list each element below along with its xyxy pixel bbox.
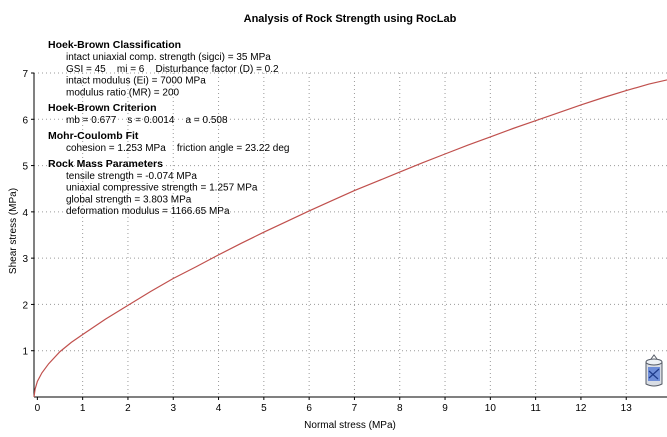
x-tick-label: 13: [621, 403, 633, 414]
annotation-line: mb = 0.677 s = 0.0014 a = 0.508: [66, 115, 228, 126]
x-tick-label: 6: [306, 403, 312, 414]
rock-sample-icon[interactable]: [645, 354, 663, 387]
x-tick-label: 12: [575, 403, 587, 414]
x-tick-label: 8: [397, 403, 403, 414]
annotation-heading: Hoek-Brown Criterion: [48, 102, 157, 114]
grid-layer: [34, 72, 667, 397]
x-tick-label: 0: [35, 403, 41, 414]
y-tick-label: 7: [22, 69, 28, 80]
x-tick-label: 5: [261, 403, 267, 414]
x-axis-label: Normal stress (MPa): [304, 420, 396, 431]
annotation-line: uniaxial compressive strength = 1.257 MP…: [66, 183, 258, 194]
y-tick-label: 4: [22, 208, 28, 219]
x-tick-label: 9: [442, 403, 448, 414]
annotation-heading: Mohr-Coulomb Fit: [48, 130, 139, 142]
annotation-heading: Hoek-Brown Classification: [48, 39, 181, 51]
y-tick-label: 1: [22, 347, 28, 358]
annotation-heading: Rock Mass Parameters: [48, 158, 163, 170]
x-tick-label: 10: [485, 403, 497, 414]
annotation-line: intact uniaxial comp. strength (sigci) =…: [66, 52, 271, 63]
axes-layer: [31, 72, 667, 400]
annotation-line: tensile strength = -0.074 MPa: [66, 171, 197, 182]
annotation-line: deformation modulus = 1166.65 MPa: [66, 206, 230, 217]
x-tick-label: 11: [530, 403, 541, 414]
y-tick-label: 5: [22, 162, 28, 173]
x-tick-label: 4: [216, 403, 222, 414]
y-tick-label: 2: [22, 300, 28, 311]
y-axis-label: Shear stress (MPa): [8, 188, 19, 274]
chart-title: Analysis of Rock Strength using RocLab: [244, 13, 457, 25]
x-tick-label: 3: [170, 403, 176, 414]
series-line: [33, 79, 667, 398]
annotation-line: GSI = 45 mi = 6 Disturbance factor (D) =…: [66, 64, 279, 75]
annotation-line: modulus ratio (MR) = 200: [66, 87, 180, 98]
x-tick-label: 7: [352, 403, 358, 414]
annotation-line: intact modulus (Ei) = 7000 MPa: [66, 76, 206, 87]
x-tick-label: 1: [80, 403, 86, 414]
x-tick-label: 2: [125, 403, 131, 414]
y-tick-label: 6: [22, 115, 28, 126]
series-layer: [33, 79, 667, 398]
y-tick-label: 3: [22, 254, 28, 265]
annotation-line: cohesion = 1.253 MPa friction angle = 23…: [66, 143, 290, 154]
annotation-line: global strength = 3.803 MPa: [66, 194, 192, 205]
